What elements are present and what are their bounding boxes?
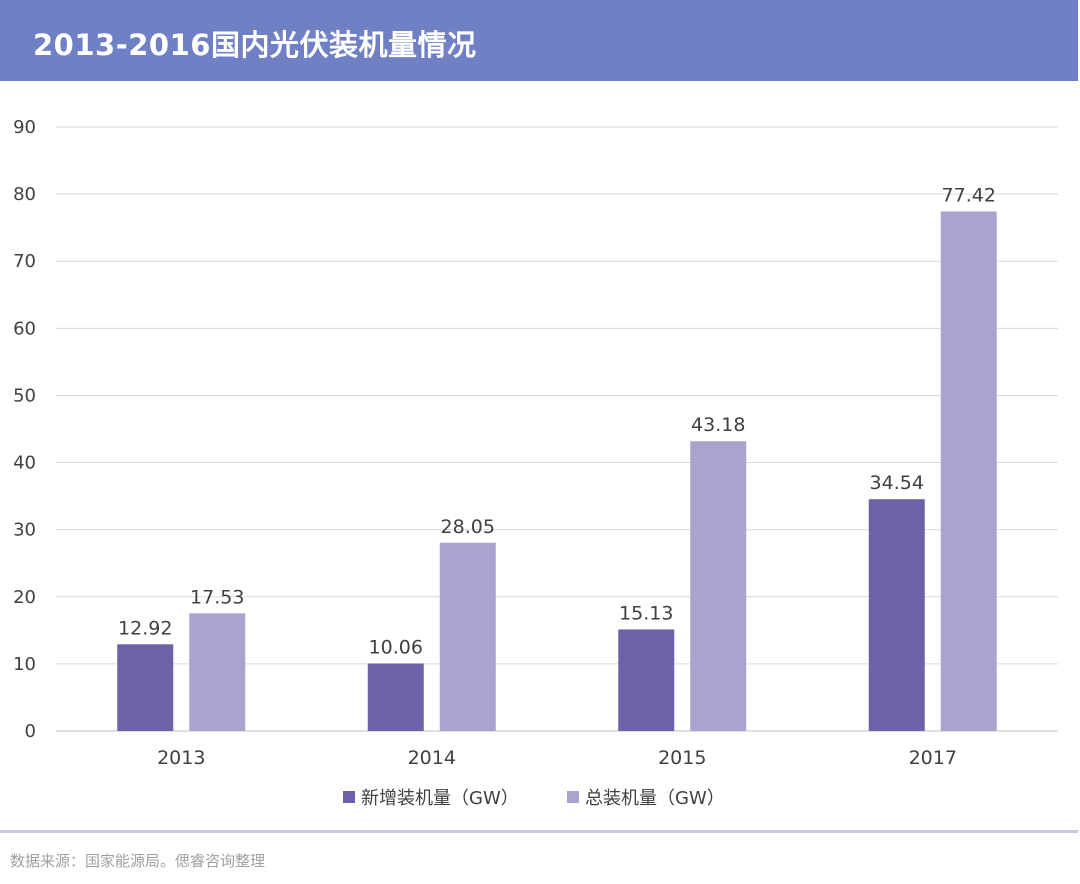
y-tick-label: 10 — [13, 654, 36, 675]
data-label: 43.18 — [691, 414, 745, 436]
source-note: 数据来源：国家能源局。偲睿咨询整理 — [10, 852, 266, 870]
data-label: 12.92 — [118, 617, 172, 639]
y-tick-label: 80 — [13, 184, 36, 205]
bar-new — [868, 499, 925, 731]
bar-new — [618, 629, 675, 731]
x-tick-label: 2017 — [909, 747, 957, 769]
bar-new — [117, 644, 174, 731]
bar-total — [189, 613, 246, 731]
bar-total — [690, 441, 747, 731]
y-tick-label: 60 — [13, 318, 36, 339]
y-tick-label: 70 — [13, 251, 36, 272]
y-tick-label: 0 — [25, 721, 36, 742]
y-tick-label: 90 — [13, 117, 36, 138]
legend-swatch-total — [567, 791, 579, 803]
legend-swatch-new — [343, 791, 355, 803]
x-tick-label: 2015 — [658, 747, 706, 769]
y-tick-label: 50 — [13, 385, 36, 406]
footer-divider — [0, 830, 1078, 833]
data-label: 77.42 — [942, 184, 996, 206]
y-tick-label: 30 — [13, 520, 36, 541]
data-label: 15.13 — [619, 602, 673, 624]
data-label: 34.54 — [870, 472, 924, 494]
legend-label-total: 总装机量（GW） — [585, 788, 725, 809]
data-label: 10.06 — [369, 636, 423, 658]
bar-total — [439, 542, 496, 731]
data-label: 28.05 — [441, 516, 495, 538]
bar-chart: 0 10 20 30 40 50 60 70 80 90 12.92 17.53 2013 10.06 28… — [13, 117, 1058, 809]
bar-new — [367, 663, 424, 731]
data-label: 17.53 — [190, 586, 244, 608]
y-tick-label: 40 — [13, 453, 36, 474]
x-tick-label: 2013 — [157, 747, 205, 769]
y-tick-label: 20 — [13, 587, 36, 608]
chart-title: 2013-2016国内光伏装机量情况 — [33, 28, 477, 62]
x-tick-label: 2014 — [408, 747, 456, 769]
title-bar: 2013-2016国内光伏装机量情况 — [0, 0, 1078, 81]
legend-label-new: 新增装机量（GW） — [361, 788, 519, 809]
bar-total — [940, 211, 997, 731]
